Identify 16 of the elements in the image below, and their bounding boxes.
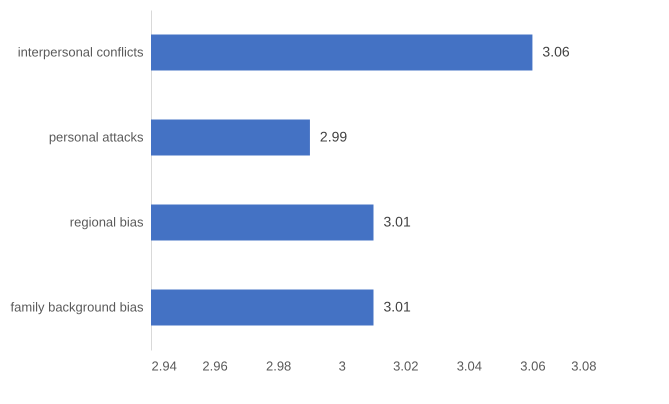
y-tick-label: interpersonal conflicts <box>18 44 144 60</box>
x-tick-label: 3.02 <box>393 358 418 374</box>
x-tick-label: 2.94 <box>152 358 177 374</box>
x-tick-label: 2.98 <box>266 358 292 374</box>
x-tick-label: 3 <box>338 358 346 374</box>
y-tick-label: regional bias <box>70 214 144 230</box>
x-tick-label: 3.04 <box>456 358 482 374</box>
x-tick-label: 3.06 <box>520 358 546 374</box>
data-label: 3.06 <box>542 44 570 60</box>
data-label: 3.01 <box>384 214 411 230</box>
data-label: 3.01 <box>384 298 411 314</box>
y-tick-label: personal attacks <box>48 130 144 144</box>
data-label: 2.99 <box>320 128 348 144</box>
x-tick-label: 2.96 <box>202 358 228 374</box>
y-tick-label: family background bias <box>10 300 144 314</box>
x-tick-label: 3.08 <box>571 358 596 374</box>
